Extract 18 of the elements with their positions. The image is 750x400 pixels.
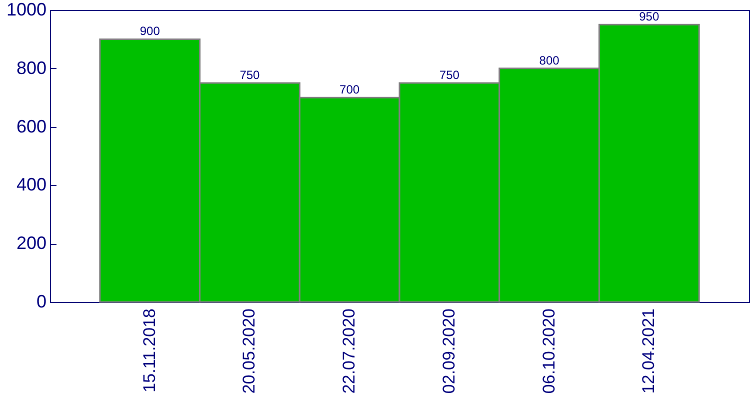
data-label: 900 [140,24,160,38]
y-tick-label: 800 [16,58,46,78]
x-tick-label: 02.09.2020 [439,308,458,394]
data-label: 750 [439,68,460,82]
data-label: 800 [539,53,560,68]
data-label: 950 [639,10,660,24]
y-tick-label: 200 [16,233,46,254]
y-tick-label: 600 [16,116,46,136]
x-tick-label: 15.11.2018 [140,308,159,392]
y-tick-label: 0 [36,292,46,312]
x-tick-label: 06.10.2020 [539,308,558,394]
y-tick-label: 1000 [6,0,46,20]
y-tick-label: 400 [16,174,46,195]
x-tick-label: 20.05.2020 [240,308,259,394]
x-tick-label: 22.07.2020 [340,308,359,394]
data-label: 700 [340,82,360,97]
data-label: 750 [240,68,260,82]
x-tick-label: 12.04.2021 [639,308,658,394]
